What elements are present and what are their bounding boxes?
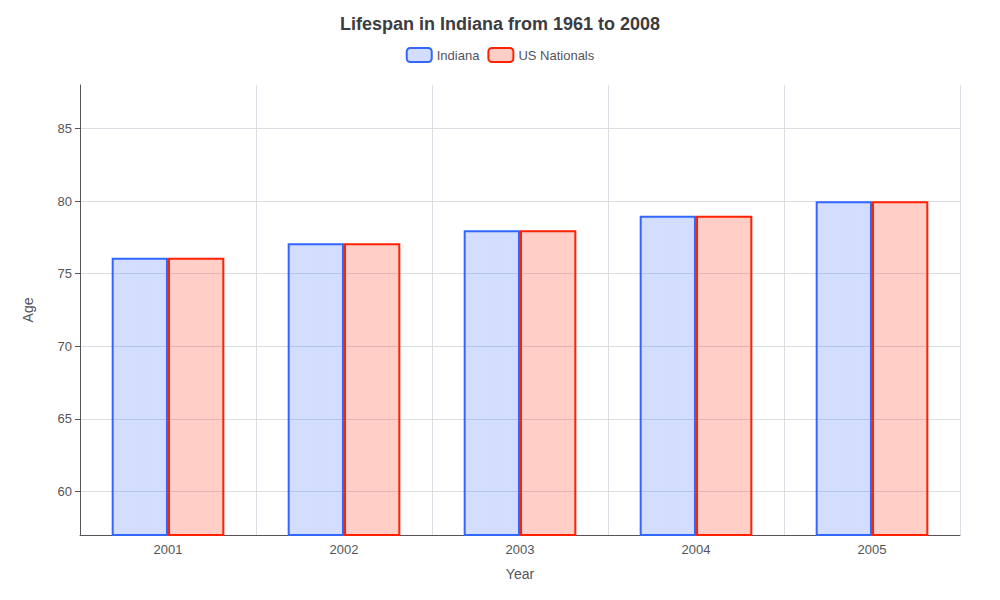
svg-text:2002: 2002 <box>330 542 359 557</box>
svg-text:Year: Year <box>506 566 535 582</box>
svg-text:85: 85 <box>58 121 72 136</box>
svg-text:US Nationals: US Nationals <box>518 48 594 63</box>
svg-text:70: 70 <box>58 339 72 354</box>
svg-text:2005: 2005 <box>858 542 887 557</box>
svg-text:2003: 2003 <box>506 542 535 557</box>
svg-text:2001: 2001 <box>154 542 183 557</box>
svg-text:60: 60 <box>58 484 72 499</box>
svg-text:Indiana: Indiana <box>437 48 480 63</box>
svg-text:Lifespan in Indiana from 1961: Lifespan in Indiana from 1961 to 2008 <box>340 14 660 34</box>
svg-text:80: 80 <box>58 194 72 209</box>
svg-text:75: 75 <box>58 266 72 281</box>
svg-text:65: 65 <box>58 411 72 426</box>
svg-text:2004: 2004 <box>682 542 711 557</box>
svg-text:Age: Age <box>20 297 36 322</box>
